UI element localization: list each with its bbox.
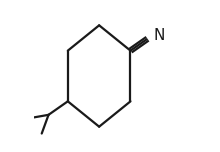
Text: N: N bbox=[153, 28, 164, 43]
